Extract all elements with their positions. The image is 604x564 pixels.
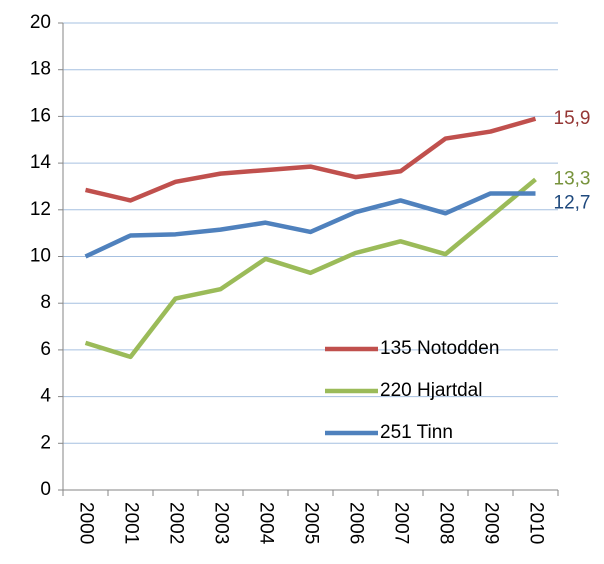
y-tick-label: 4 [40, 386, 51, 407]
x-tick-label: 2001 [120, 502, 141, 544]
line-series [84, 116, 537, 203]
y-tick-label: 0 [40, 479, 51, 500]
y-tick-label: 18 [30, 59, 51, 80]
value-label: 15,9 [554, 108, 591, 129]
y-tick-label: 14 [30, 152, 52, 173]
x-tick-label: 2006 [345, 502, 366, 544]
x-tick-label: 2007 [390, 502, 411, 544]
y-tick-label: 8 [40, 292, 51, 313]
line-series [84, 191, 536, 259]
y-tick-label: 10 [30, 246, 51, 267]
x-tick-label: 2003 [210, 502, 231, 544]
legend-label: 220 Hjartdal [380, 380, 482, 401]
y-tick-label: 6 [40, 339, 51, 360]
y-tick-label: 16 [30, 105, 51, 126]
value-label: 13,3 [554, 168, 591, 189]
y-tick-label: 20 [30, 12, 51, 33]
x-tick-label: 2010 [525, 502, 546, 544]
x-tick-label: 2005 [300, 502, 321, 544]
x-tick-label: 2000 [75, 502, 96, 544]
y-tick-label: 12 [30, 199, 51, 220]
x-tick-label: 2004 [255, 502, 276, 545]
x-tick-label: 2002 [165, 502, 186, 544]
legend-label: 135 Notodden [380, 338, 499, 359]
y-tick-label: 2 [40, 432, 51, 453]
line-series [84, 177, 537, 360]
x-tick-label: 2008 [435, 502, 456, 544]
legend-label: 251 Tinn [380, 422, 453, 443]
value-label: 12,7 [554, 192, 591, 213]
x-tick-label: 2009 [480, 502, 501, 544]
